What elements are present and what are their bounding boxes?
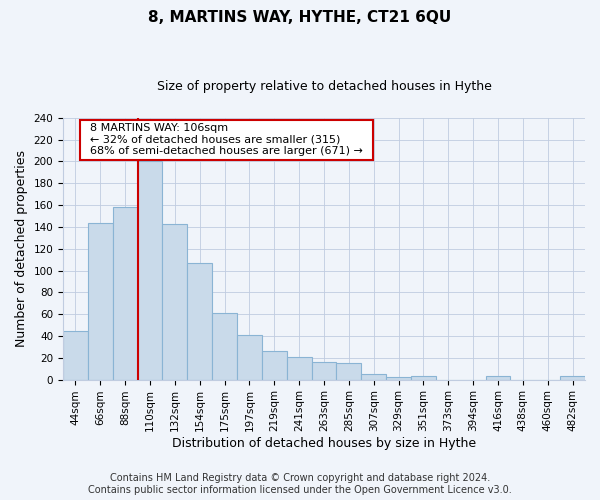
Title: Size of property relative to detached houses in Hythe: Size of property relative to detached ho… [157,80,491,93]
Text: Contains HM Land Registry data © Crown copyright and database right 2024.
Contai: Contains HM Land Registry data © Crown c… [88,474,512,495]
Bar [560,376,585,380]
Bar [113,207,137,380]
Bar [88,222,113,380]
Bar [137,162,163,380]
Text: 8, MARTINS WAY, HYTHE, CT21 6QU: 8, MARTINS WAY, HYTHE, CT21 6QU [148,10,452,25]
Y-axis label: Number of detached properties: Number of detached properties [15,150,28,347]
Bar [386,378,411,380]
Bar [187,263,212,380]
Bar [361,374,386,380]
Bar [287,356,311,380]
Bar [237,335,262,380]
Bar [337,363,361,380]
Bar [212,313,237,380]
Bar [262,351,287,380]
Bar [163,224,187,380]
Bar [411,376,436,380]
Text: 8 MARTINS WAY: 106sqm
  ← 32% of detached houses are smaller (315)
  68% of semi: 8 MARTINS WAY: 106sqm ← 32% of detached … [83,123,370,156]
Bar [311,362,337,380]
Bar [63,330,88,380]
X-axis label: Distribution of detached houses by size in Hythe: Distribution of detached houses by size … [172,437,476,450]
Bar [485,376,511,380]
